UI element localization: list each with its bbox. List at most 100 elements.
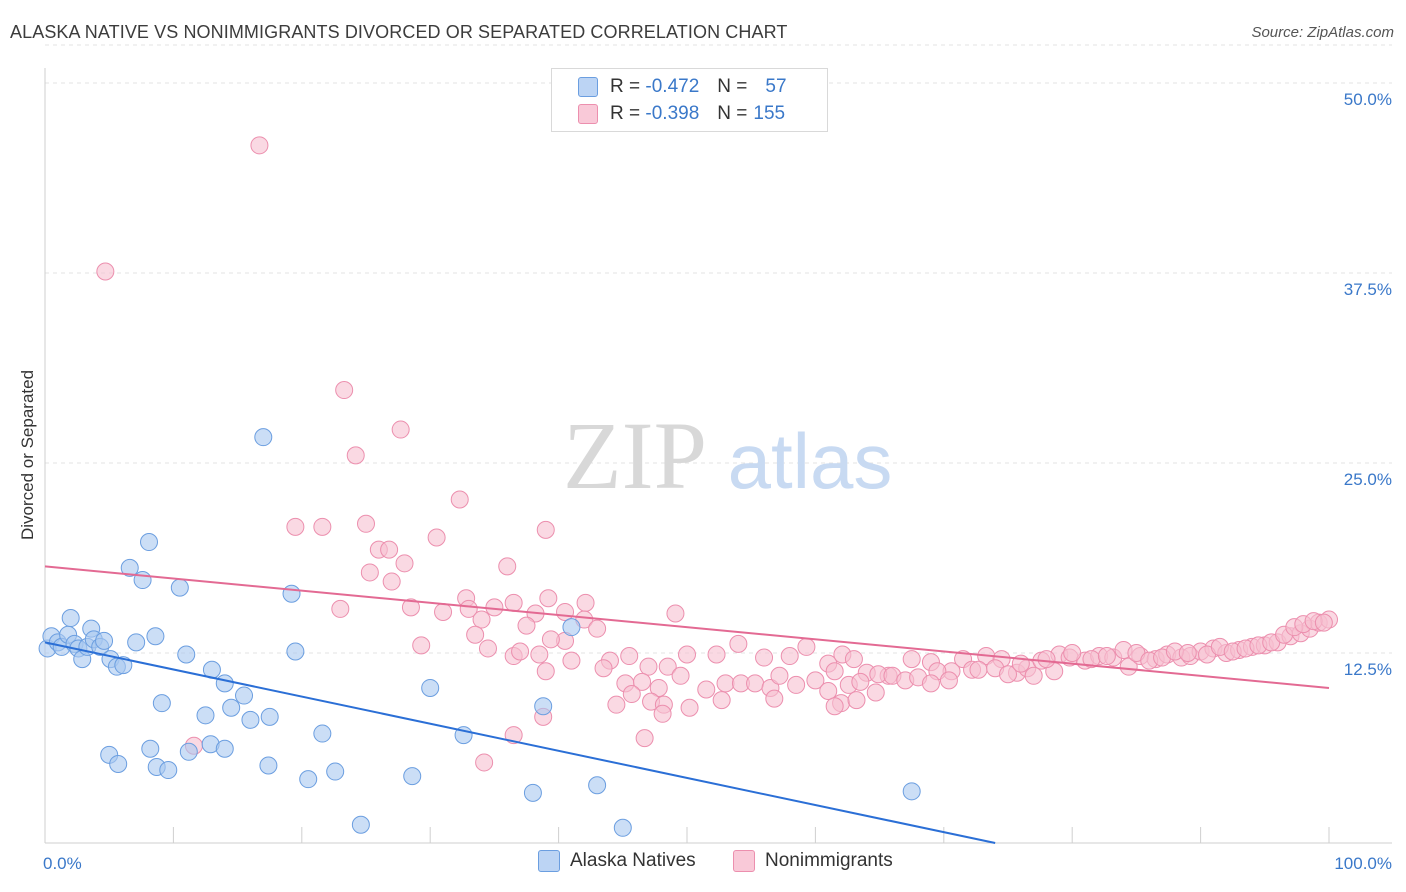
- tick-labels: 12.5% 25.0% 37.5% 50.0% 0.0% 100.0%: [43, 90, 1392, 873]
- alaska-natives-point: [159, 761, 178, 780]
- alaska-natives-point: [286, 642, 305, 661]
- nonimmigrants-point: [622, 685, 641, 704]
- nonimmigrants-point: [797, 637, 816, 656]
- nonimmigrants-point: [391, 420, 410, 439]
- legend-swatch-blue: [538, 850, 560, 872]
- nonimmigrants-point: [819, 682, 838, 700]
- nonimmigrants-point: [825, 697, 844, 716]
- axes: [44, 68, 1392, 844]
- nonimmigrants-point: [541, 630, 560, 649]
- legend-row-nonimmigrants: R = -0.398 N = 155: [578, 101, 785, 127]
- r-label: R =: [610, 76, 641, 97]
- alaska-natives-point: [421, 678, 440, 697]
- nonimmigrants-point: [346, 446, 365, 465]
- watermark-atlas: atlas: [728, 417, 893, 505]
- nonimmigrants-point: [96, 262, 115, 281]
- nonimmigrants-point: [729, 634, 748, 653]
- watermark: ZIP atlas: [563, 402, 892, 509]
- alaska-natives-point: [523, 783, 542, 802]
- nonimmigrants-point: [851, 672, 870, 691]
- alaska-natives-point: [326, 762, 345, 781]
- nonimmigrants-point: [680, 698, 699, 717]
- nonimmigrants-point: [1037, 650, 1056, 669]
- nonimmigrants-point: [504, 726, 523, 745]
- nonimmigrants-point: [517, 616, 536, 635]
- nonimmigrants-point: [588, 619, 607, 638]
- correlation-legend: R = -0.472 N = 57 R = -0.398 N = 155: [551, 68, 828, 132]
- alaska-natives-point: [588, 776, 607, 795]
- nonimmigrants-point: [649, 678, 668, 697]
- alaska-natives-point: [177, 645, 196, 664]
- alaska-natives-point: [282, 584, 301, 603]
- nonimmigrants-point: [562, 651, 581, 670]
- nonimmigrants-point: [697, 680, 716, 699]
- nonimmigrants-point: [530, 645, 549, 664]
- nonimmigrants-point: [1097, 647, 1116, 666]
- alaska-natives-point: [114, 656, 133, 675]
- nonimmigrants-point: [331, 599, 350, 618]
- alaska-natives-point: [196, 706, 215, 725]
- alaska-natives-point: [215, 739, 234, 758]
- nonimmigrants-point: [770, 666, 789, 685]
- nonimmigrants-point: [939, 671, 958, 690]
- alaska-natives-point: [299, 770, 318, 789]
- nonimmigrants-point: [806, 671, 825, 690]
- nonimmigrants-trendline: [44, 565, 1330, 689]
- nonimmigrants-point: [380, 540, 399, 559]
- legend-item-alaska-natives[interactable]: Alaska Natives: [538, 850, 696, 872]
- alaska-natives-point: [109, 754, 128, 773]
- nonimmigrants-point: [335, 381, 354, 400]
- nonimmigrants-point: [825, 662, 844, 681]
- n-label: N =: [717, 76, 748, 97]
- alaska-natives-point: [403, 767, 422, 786]
- gridlines: [45, 44, 1392, 654]
- nonimmigrants-point: [1063, 644, 1082, 662]
- alaska-natives-point: [351, 815, 370, 834]
- nonimmigrants-point: [412, 636, 431, 655]
- nonimmigrants-point: [1178, 644, 1197, 662]
- alaska-natives-point: [260, 707, 279, 726]
- nonimmigrants-point: [450, 490, 469, 509]
- nonimmigrants-point: [844, 650, 863, 669]
- alaska-natives-point: [61, 609, 80, 628]
- nonimmigrants-point: [1314, 613, 1333, 632]
- nonimmigrants-point: [902, 650, 921, 669]
- legend-label: Nonimmigrants: [765, 850, 893, 871]
- alaska-natives-point: [241, 710, 260, 729]
- alaska-natives-point: [235, 686, 254, 705]
- nonimmigrants-point: [511, 642, 530, 661]
- nonimmigrants-point: [250, 136, 269, 155]
- legend-row-alaska-natives: R = -0.472 N = 57: [578, 74, 787, 100]
- source-label: Source: ZipAtlas.com: [1251, 24, 1394, 41]
- nonimmigrants-point: [427, 528, 446, 547]
- nonimmigrants-point: [787, 675, 806, 694]
- nonimmigrants-point: [712, 691, 731, 710]
- alaska-natives-point: [152, 694, 171, 713]
- alaska-natives-point: [179, 742, 198, 761]
- nonimmigrants-point: [401, 598, 420, 617]
- nonimmigrants-point: [539, 589, 558, 608]
- nonimmigrants-point: [498, 557, 517, 576]
- alaska-natives-point: [259, 756, 278, 775]
- nonimmigrants-point: [716, 674, 735, 693]
- alaska-natives-point: [902, 782, 921, 801]
- nonimmigrants-point: [653, 704, 672, 723]
- nonimmigrants-point: [536, 520, 555, 539]
- legend-swatch-pink: [578, 104, 598, 124]
- legend-item-nonimmigrants[interactable]: Nonimmigrants: [733, 850, 893, 872]
- alaska-natives-point: [562, 618, 581, 637]
- nonimmigrants-point: [639, 657, 658, 676]
- y-tick-label: 50.0%: [1344, 90, 1392, 109]
- nonimmigrants-point: [847, 691, 866, 710]
- r-value: -0.398: [645, 103, 700, 124]
- nonimmigrants-point: [459, 599, 478, 618]
- alaska-natives-point: [141, 739, 160, 758]
- alaska-natives-point: [120, 558, 139, 577]
- n-value: 155: [753, 103, 786, 124]
- nonimmigrants-point: [466, 625, 485, 644]
- nonimmigrants-point: [286, 517, 305, 536]
- nonimmigrants-point: [576, 593, 595, 612]
- nonimmigrants-point: [666, 604, 685, 623]
- y-tick-label: 12.5%: [1344, 660, 1392, 679]
